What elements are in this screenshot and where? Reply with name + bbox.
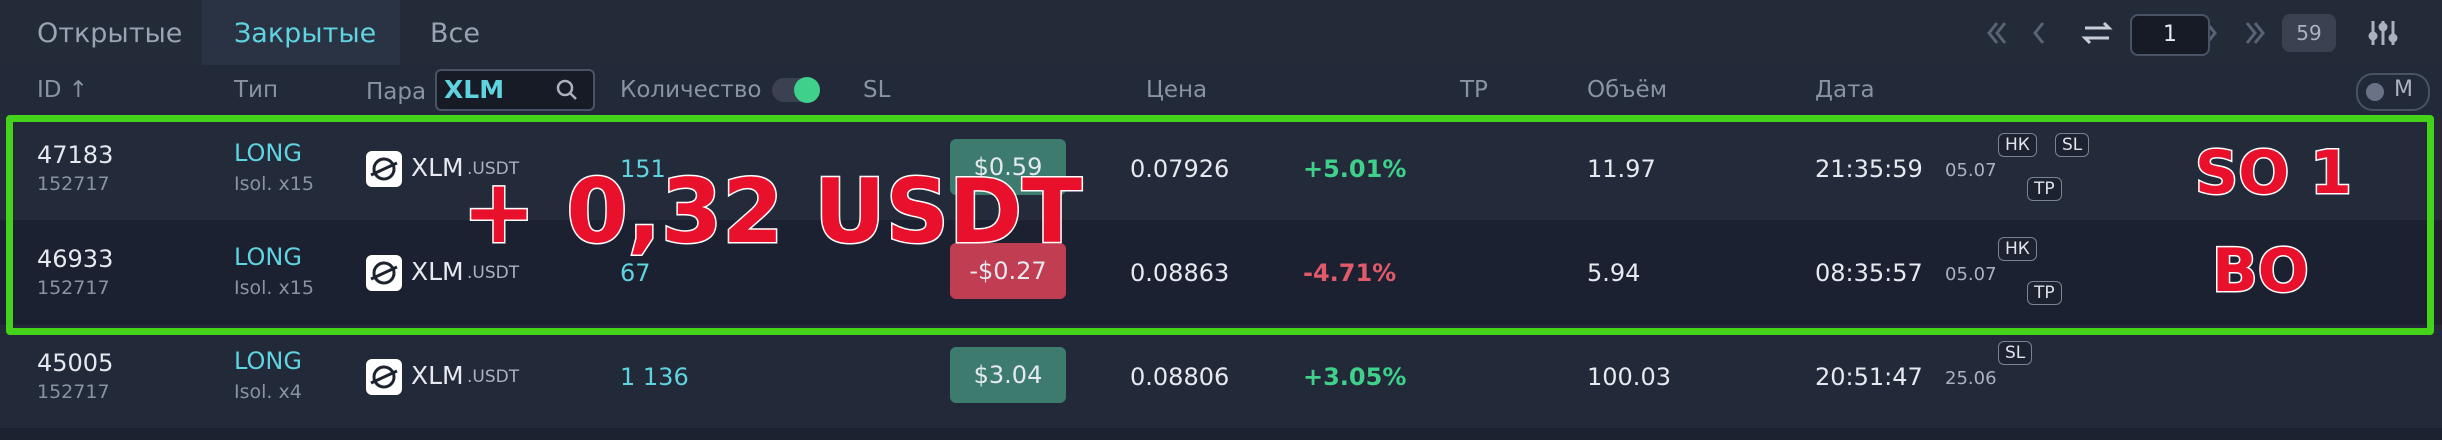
date: 05.07	[1945, 264, 1997, 285]
tag[interactable]: TP	[2027, 177, 2062, 201]
price: 0.08806	[1130, 363, 1230, 391]
col-header: Количество	[620, 77, 762, 103]
col-header: TP	[1460, 77, 1488, 103]
pair-icon	[366, 359, 402, 395]
order-sub-id: 152717	[37, 381, 110, 403]
toggle[interactable]	[772, 77, 820, 103]
quantity: 151	[620, 155, 666, 183]
tag[interactable]: НК	[1998, 237, 2037, 261]
pair: XLM	[411, 257, 464, 286]
pair: XLM	[411, 153, 464, 182]
pair-quote: .USDT	[467, 263, 520, 283]
mode-label: M	[2394, 77, 2413, 102]
side: LONG	[234, 243, 302, 271]
search-icon	[556, 79, 577, 100]
pnl-badge: $0.59	[950, 139, 1066, 195]
page-input[interactable]: 1	[2130, 14, 2210, 56]
annotation: + 0,32 USDT	[460, 159, 1083, 265]
col-header: Объём	[1587, 77, 1668, 103]
margin: Isol. x15	[234, 277, 314, 299]
col-header[interactable]: ID ↑	[37, 77, 89, 103]
side: LONG	[234, 139, 302, 167]
pair-quote: .USDT	[467, 159, 520, 179]
col-header: SL	[863, 77, 891, 103]
volume: 11.97	[1587, 155, 1656, 183]
quantity: 67	[620, 259, 651, 287]
pagination-icons[interactable]	[1985, 18, 2305, 48]
change: +3.05%	[1303, 363, 1407, 391]
filter-value: XLM	[444, 75, 505, 104]
change: -4.71%	[1303, 259, 1397, 287]
row	[0, 325, 2442, 428]
tag[interactable]: НК	[1998, 133, 2037, 157]
xlm-logo	[370, 261, 398, 285]
xlm-logo	[370, 157, 398, 181]
pair-filter[interactable]	[435, 69, 595, 111]
page-total: 59	[2282, 14, 2336, 52]
tab[interactable]: Открытые	[37, 18, 183, 49]
price: 0.07926	[1130, 155, 1230, 183]
header-row	[0, 65, 2442, 117]
tag[interactable]: SL	[1998, 341, 2033, 365]
tab[interactable]: Все	[430, 18, 480, 49]
volume: 5.94	[1587, 259, 1641, 287]
side: LONG	[234, 347, 302, 375]
pair-icon	[366, 255, 402, 291]
col-header: Цена	[1146, 77, 1208, 103]
order-sub-id: 152717	[37, 277, 110, 299]
change: +5.01%	[1303, 155, 1407, 183]
order-id: 47183	[37, 141, 114, 169]
annotation: BO	[2211, 235, 2311, 308]
col-header: Тип	[234, 77, 279, 103]
pair: XLM	[411, 361, 464, 390]
mode-toggle[interactable]: M	[2356, 73, 2430, 111]
col-header: Дата	[1815, 77, 1875, 103]
time: 08:35:57	[1815, 259, 1923, 287]
tag[interactable]: SL	[2055, 133, 2090, 157]
order-id: 46933	[37, 245, 114, 273]
time: 20:51:47	[1815, 363, 1923, 391]
pair-icon	[366, 151, 402, 187]
order-id: 45005	[37, 349, 114, 377]
tag[interactable]: TP	[2027, 281, 2062, 305]
xlm-logo	[370, 365, 398, 389]
margin: Isol. x4	[234, 381, 302, 403]
col-header: Пара	[366, 79, 427, 105]
date: 05.07	[1945, 160, 1997, 181]
annotation: SO 1	[2194, 137, 2354, 210]
highlight-frame	[6, 115, 2434, 335]
margin: Isol. x15	[234, 173, 314, 195]
order-sub-id: 152717	[37, 173, 110, 195]
price: 0.08863	[1130, 259, 1230, 287]
settings-icon[interactable]	[2368, 18, 2398, 48]
quantity: 1 136	[620, 363, 689, 391]
pair-quote: .USDT	[467, 367, 520, 387]
pnl-badge: -$0.27	[950, 243, 1066, 299]
date: 25.06	[1945, 368, 1997, 389]
volume: 100.03	[1587, 363, 1671, 391]
time: 21:35:59	[1815, 155, 1923, 183]
tab[interactable]: Закрытые	[234, 18, 377, 49]
pnl-badge: $3.04	[950, 347, 1066, 403]
